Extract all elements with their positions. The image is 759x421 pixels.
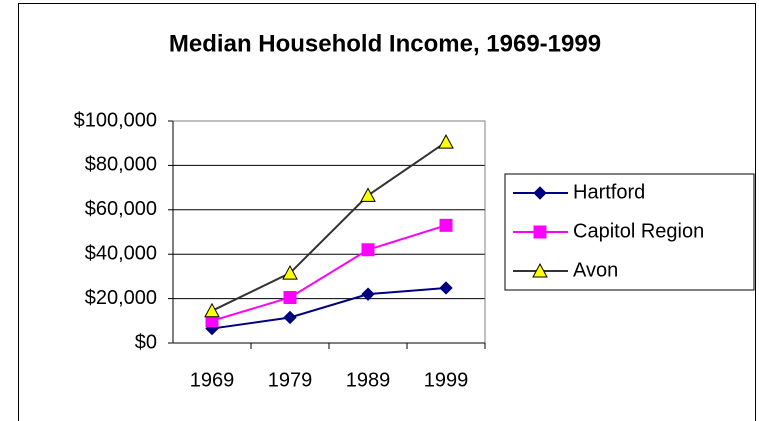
- chart-frame: [18, 3, 756, 421]
- x-tick-label: 1969: [190, 369, 235, 391]
- x-tick-label: 1979: [268, 369, 313, 391]
- legend-marker: [533, 186, 547, 200]
- data-point: [204, 302, 220, 318]
- legend-label: Avon: [573, 259, 618, 281]
- legend-marker: [533, 225, 547, 239]
- series-line: [211, 141, 447, 312]
- plot-border: [172, 120, 486, 344]
- data-point: [282, 265, 298, 280]
- series-line: [211, 286, 447, 330]
- data-point: [439, 218, 453, 232]
- y-tick-label: $0: [135, 331, 157, 353]
- data-point: [361, 243, 375, 257]
- data-point: [283, 290, 297, 304]
- chart-title: Median Household Income, 1969-1999: [169, 30, 601, 57]
- data-point: [360, 187, 376, 202]
- data-point: [283, 310, 297, 325]
- y-tick-label: $80,000: [85, 154, 157, 176]
- data-point: [438, 134, 454, 149]
- data-point: [361, 287, 375, 301]
- y-tick-label: $100,000: [74, 109, 157, 131]
- x-tick-label: 1999: [424, 369, 469, 391]
- legend-marker: [532, 262, 548, 278]
- x-tick-label: 1989: [346, 369, 391, 391]
- y-tick-label: $60,000: [85, 198, 157, 220]
- y-tick-label: $40,000: [85, 242, 157, 264]
- series-line: [211, 224, 447, 322]
- legend-label: Hartford: [573, 181, 645, 203]
- y-tick-label: $20,000: [85, 287, 157, 309]
- data-point: [439, 281, 453, 295]
- legend-label: Capitol Region: [573, 220, 704, 242]
